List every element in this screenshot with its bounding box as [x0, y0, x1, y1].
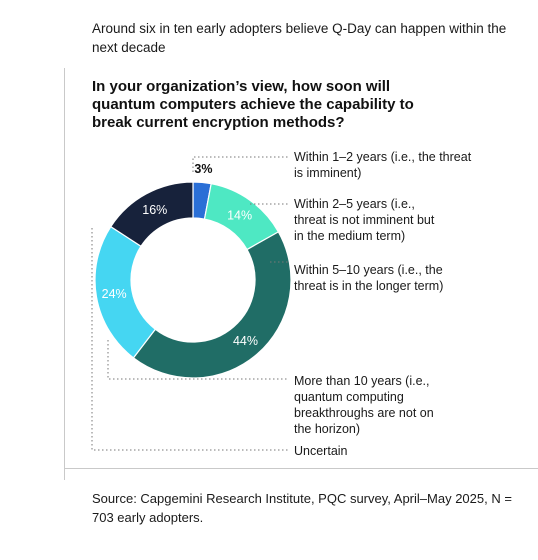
- leader-lines: [91, 156, 288, 451]
- legend-item: Within 5–10 years (i.e., the threat is i…: [294, 263, 444, 293]
- legend-item: Within 1–2 years (i.e., the threat is im…: [294, 150, 472, 180]
- donut-slices: [94, 181, 292, 379]
- legend-item: More than 10 years (i.e., quantum comput…: [294, 374, 434, 436]
- value-label: 14%: [227, 208, 252, 222]
- slice-uncertain: [109, 181, 194, 248]
- leader-line: [91, 228, 288, 451]
- chart-title: In your organization’s view, how soon wi…: [92, 78, 414, 131]
- source-note: Source: Capgemini Research Institute, PQ…: [92, 491, 512, 525]
- value-label: 16%: [142, 203, 167, 217]
- legend-item: Within 2–5 years (i.e., threat is not im…: [294, 197, 435, 243]
- leader-line: [192, 156, 288, 172]
- leader-line: [107, 340, 288, 380]
- slice-value-labels: 3% 14% 44% 24% 16%: [102, 162, 258, 348]
- chart-heading: Around six in ten early adopters believe…: [92, 21, 507, 55]
- value-label: 44%: [233, 334, 258, 348]
- vertical-divider: [64, 68, 65, 480]
- legend-item: Uncertain: [294, 444, 348, 458]
- horizontal-divider: [64, 468, 538, 469]
- value-label: 24%: [102, 287, 127, 301]
- slice-within-5-10-years: [132, 231, 292, 379]
- value-label: 3%: [194, 162, 212, 176]
